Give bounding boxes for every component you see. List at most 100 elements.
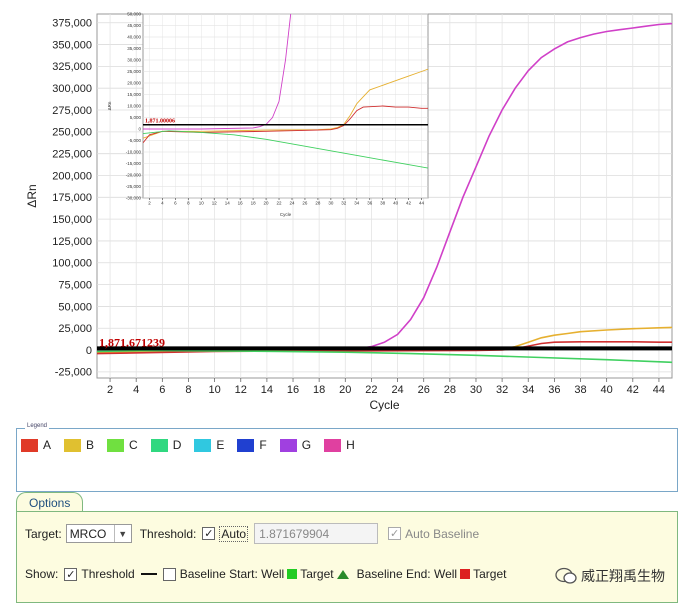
x-tick-label: 42 — [406, 201, 412, 206]
y-tick-label: 0 — [86, 345, 92, 357]
y-tick-label: 225,000 — [52, 149, 92, 161]
x-tick-label: 6 — [174, 201, 177, 206]
threshold-input[interactable]: 1.871679904 — [254, 523, 379, 544]
x-axis-label: Cycle — [280, 212, 292, 217]
options-row-target: Target: MRCO ▼ Threshold: ✓ Auto 1.87167… — [25, 523, 479, 544]
legend-swatch — [324, 438, 342, 452]
x-tick-label: 38 — [574, 384, 586, 396]
legend-label: H — [346, 438, 355, 452]
legend-item-e[interactable]: E — [194, 438, 224, 452]
show-label: Show: — [25, 567, 59, 581]
x-tick-label: 14 — [225, 201, 231, 206]
x-tick-label: 18 — [313, 384, 325, 396]
triangle-icon — [336, 569, 349, 579]
watermark-text: 威正翔禹生物 — [581, 568, 665, 584]
y-tick-label: -30,000 — [126, 196, 142, 201]
y-tick-label: 45,000 — [127, 23, 141, 28]
x-tick-label: 10 — [199, 201, 205, 206]
y-tick-label: 20,000 — [127, 81, 141, 86]
y-tick-label: 75,000 — [58, 279, 92, 291]
legend-label: G — [301, 438, 312, 452]
baseline-start-checkbox[interactable] — [162, 567, 176, 581]
options-tab[interactable]: Options — [16, 492, 84, 513]
y-tick-label: 0 — [138, 127, 141, 132]
x-tick-label: 24 — [289, 201, 295, 206]
x-tick-label: 44 — [653, 384, 665, 396]
legend-swatch — [237, 438, 255, 452]
x-tick-label: 34 — [354, 201, 360, 206]
y-tick-label: 275,000 — [52, 105, 92, 117]
y-tick-label: -5,000 — [128, 138, 141, 143]
auto-label: Auto — [219, 525, 249, 542]
auto-checkbox[interactable]: ✓ — [202, 527, 216, 540]
target-tag: Target — [300, 567, 334, 581]
options-panel: Target: MRCO ▼ Threshold: ✓ Auto 1.87167… — [16, 511, 678, 603]
legend-swatch — [107, 438, 125, 452]
y-tick-label: -15,000 — [126, 161, 142, 166]
inset-plot: -30,000 -25,000 -20,000 -15,000 -10,000 -5,00… — [107, 12, 429, 217]
legend-item-b[interactable]: B — [64, 438, 94, 452]
x-tick-label: 4 — [133, 384, 139, 396]
y-tick-label: 25,000 — [127, 69, 141, 74]
x-tick-label: 40 — [393, 201, 399, 206]
threshold-label: 1,871.00006 — [145, 119, 175, 125]
x-tick-label: 30 — [328, 201, 334, 206]
x-tick-label: 28 — [444, 384, 456, 396]
y-tick-label: 350,000 — [52, 39, 92, 51]
threshold-line-swatch — [140, 573, 157, 575]
legend-item-f[interactable]: F — [237, 438, 267, 452]
legend-swatch — [21, 438, 38, 452]
x-tick-label: 38 — [380, 201, 386, 206]
x-tick-label: 32 — [496, 384, 508, 396]
legend-item-g[interactable]: G — [279, 438, 312, 452]
x-tick-label: 18 — [251, 201, 257, 206]
legend-item-d[interactable]: D — [150, 438, 181, 452]
y-tick-label: 25,000 — [58, 323, 92, 335]
legend-swatch — [150, 438, 168, 452]
y-tick-label: -10,000 — [126, 150, 142, 155]
series-line-a — [97, 340, 672, 355]
legend-item-c[interactable]: C — [107, 438, 138, 452]
auto-baseline-checkbox[interactable]: ✓ — [388, 527, 402, 540]
target-label: Target: — [25, 526, 62, 541]
series-line-d — [97, 349, 672, 364]
legend-label: E — [216, 438, 225, 452]
x-tick-label: 20 — [339, 384, 351, 396]
baseline-end-swatch — [460, 569, 471, 579]
x-tick-label: 16 — [287, 384, 299, 396]
x-tick-label: 40 — [601, 384, 613, 396]
y-tick-label: 325,000 — [52, 61, 92, 73]
target-select[interactable]: MRCO ▼ — [65, 524, 132, 543]
show-threshold-checkbox[interactable]: ✓ — [64, 567, 78, 581]
x-tick-label: 36 — [367, 201, 373, 206]
x-tick-label: 26 — [302, 201, 308, 206]
x-tick-label: 2 — [148, 201, 151, 206]
y-tick-label: 250,000 — [52, 127, 92, 139]
y-tick-label: 30,000 — [127, 58, 141, 63]
x-tick-label: 12 — [212, 201, 218, 206]
x-tick-label: 24 — [391, 384, 403, 396]
legend-item-a[interactable]: A — [21, 438, 51, 452]
legend-label: C — [129, 438, 138, 452]
x-tick-label: 20 — [264, 201, 270, 206]
x-axis-label: Cycle — [369, 398, 399, 412]
chevron-down-icon[interactable]: ▼ — [113, 525, 131, 542]
y-tick-label: 40,000 — [127, 35, 141, 40]
legend-item-h[interactable]: H — [324, 438, 355, 452]
baseline-start-label: Baseline Start: Well — [179, 567, 285, 581]
x-tick-label: 44 — [419, 201, 425, 206]
x-tick-label: 6 — [159, 384, 165, 396]
y-axis-label: ΔRn — [25, 184, 39, 207]
series-line-b — [143, 68, 428, 139]
wechat-icon — [555, 567, 577, 584]
x-tick-label: 4 — [161, 201, 164, 206]
y-tick-label: 150,000 — [52, 214, 92, 226]
y-tick-label: -25,000 — [55, 367, 92, 379]
y-tick-label: 125,000 — [52, 236, 92, 248]
x-tick-label: 26 — [418, 384, 430, 396]
target-tag-2: Target — [473, 567, 507, 581]
x-tick-label: 22 — [277, 201, 283, 206]
x-tick-label: 30 — [470, 384, 482, 396]
y-tick-label: 50,000 — [58, 301, 92, 313]
x-tick-label: 12 — [235, 384, 247, 396]
